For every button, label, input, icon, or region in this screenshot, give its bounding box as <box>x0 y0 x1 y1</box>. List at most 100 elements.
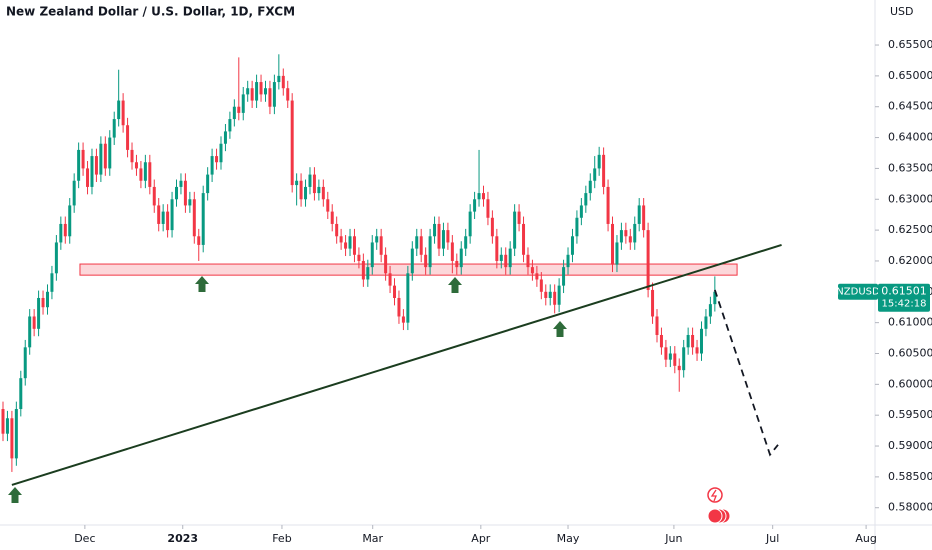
candle-body <box>428 236 432 268</box>
x-tick-label: Dec <box>74 532 95 545</box>
event-icons <box>707 487 731 524</box>
candle-body <box>246 88 250 95</box>
candle-body <box>41 297 45 308</box>
candle-body <box>530 267 534 274</box>
y-tick-label: 0.64500 <box>888 100 932 113</box>
candle-body <box>134 162 138 169</box>
candle-body <box>157 205 161 224</box>
candle-body <box>108 137 112 169</box>
support-arrow <box>553 321 567 337</box>
candle-body <box>490 217 494 237</box>
candle-body <box>321 186 325 200</box>
candle-body <box>14 409 18 459</box>
candle-body <box>72 180 76 206</box>
candle-body <box>504 254 508 268</box>
candle-body <box>228 119 232 132</box>
candle-body <box>308 174 312 187</box>
candle-body <box>375 236 379 243</box>
candle-body <box>673 353 677 366</box>
candle-body <box>295 180 299 186</box>
support-arrow <box>8 487 22 503</box>
candle-body <box>459 248 463 268</box>
candle-body <box>473 199 477 212</box>
candle-body <box>263 88 267 95</box>
candle-body <box>508 248 512 268</box>
y-tick-label: 0.60500 <box>888 346 932 359</box>
candle-body <box>370 242 374 268</box>
candle-body <box>255 82 259 101</box>
candle-body <box>668 353 672 360</box>
candle-body <box>94 156 98 175</box>
candle-body <box>397 297 401 317</box>
candle-body <box>54 242 58 274</box>
candle-body <box>272 82 276 107</box>
candle-body <box>206 174 210 194</box>
candle-body <box>602 154 606 187</box>
y-tick-label: 0.58500 <box>888 470 932 483</box>
x-tick-label: Feb <box>272 532 291 545</box>
candle-body <box>691 334 695 348</box>
candle-body <box>1 409 5 434</box>
candle-body <box>441 230 445 249</box>
candle-body <box>23 347 27 379</box>
candle-body <box>237 106 241 113</box>
candle-body <box>68 205 72 237</box>
projection-path <box>713 289 779 457</box>
candle-body <box>655 316 659 335</box>
candle-body <box>646 230 650 290</box>
x-tick-label: Apr <box>471 532 491 545</box>
candle-body <box>704 316 708 329</box>
candle-body <box>499 254 503 261</box>
event-icon[interactable] <box>707 487 723 503</box>
candle-body <box>535 273 539 280</box>
candle-body <box>152 186 156 206</box>
candle-body <box>526 254 530 268</box>
candle-body <box>188 199 192 206</box>
candle-body <box>223 131 227 144</box>
candle-body <box>90 156 94 187</box>
candle-body <box>615 242 619 265</box>
candle-body <box>170 199 174 231</box>
candle-body <box>677 365 681 371</box>
x-tick-label: Jun <box>664 532 682 545</box>
candle-body <box>401 316 405 323</box>
candle-body <box>433 223 437 237</box>
candle-body <box>352 236 356 255</box>
candle-body <box>290 100 294 186</box>
candle-body <box>553 291 557 305</box>
candle-body <box>637 205 641 224</box>
candle-body <box>139 168 143 181</box>
candle-body <box>281 75 285 89</box>
candle-body <box>539 279 543 292</box>
event-icon[interactable] <box>707 508 723 524</box>
candle-body <box>166 211 170 231</box>
x-tick-label: May <box>557 532 580 545</box>
candle-body <box>606 186 610 224</box>
candle-body <box>682 347 686 371</box>
candle-body <box>611 223 615 265</box>
candle-body <box>562 267 566 286</box>
y-tick-label: 0.62500 <box>888 223 932 236</box>
candle-body <box>32 316 36 329</box>
candle-body <box>219 143 223 163</box>
candle-body <box>544 291 548 298</box>
y-tick-label: 0.59500 <box>888 408 932 421</box>
candle-body <box>312 174 316 194</box>
candle-body <box>197 236 201 245</box>
y-tick-label: 0.65000 <box>888 69 932 82</box>
candle-body <box>366 267 370 280</box>
candle-body <box>161 211 165 224</box>
x-tick-label: 2023 <box>167 532 198 545</box>
y-tick-label: 0.64000 <box>888 131 932 144</box>
candle-body <box>628 236 632 243</box>
symbol-tag <box>838 283 878 300</box>
candle-body <box>557 285 561 305</box>
candle-body <box>86 168 90 187</box>
candle-body <box>357 254 361 261</box>
candle-body <box>455 260 459 268</box>
y-tick-label: 0.61000 <box>888 316 932 329</box>
candle-body <box>117 100 121 120</box>
x-tick-label: Jul <box>765 532 779 545</box>
candle-body <box>446 230 450 243</box>
